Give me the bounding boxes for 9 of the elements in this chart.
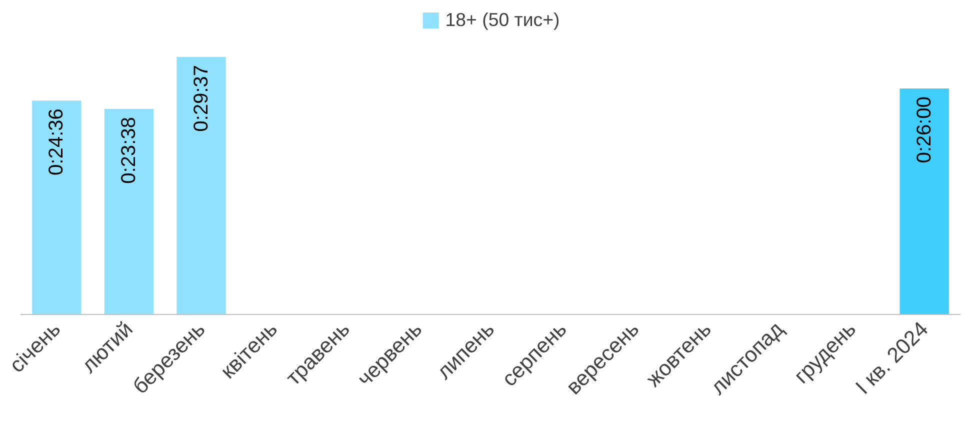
- bar: [900, 88, 949, 314]
- bar: [176, 57, 226, 314]
- data-label: 0:23:38: [118, 117, 140, 184]
- legend-label: 18+ (50 тис+): [445, 9, 560, 31]
- data-label: 0:29:37: [190, 64, 212, 132]
- data-label: 0:24:36: [46, 108, 68, 176]
- bar: [32, 100, 82, 314]
- bar: [104, 109, 154, 314]
- data-label: 0:26:00: [913, 96, 936, 164]
